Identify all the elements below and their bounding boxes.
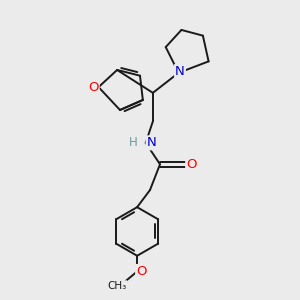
Text: O: O (88, 81, 99, 94)
Text: N: N (175, 65, 185, 78)
Text: CH₃: CH₃ (107, 281, 127, 291)
Text: O: O (136, 265, 147, 278)
Text: H: H (128, 136, 137, 149)
Text: O: O (186, 158, 197, 171)
Text: N: N (147, 136, 156, 149)
